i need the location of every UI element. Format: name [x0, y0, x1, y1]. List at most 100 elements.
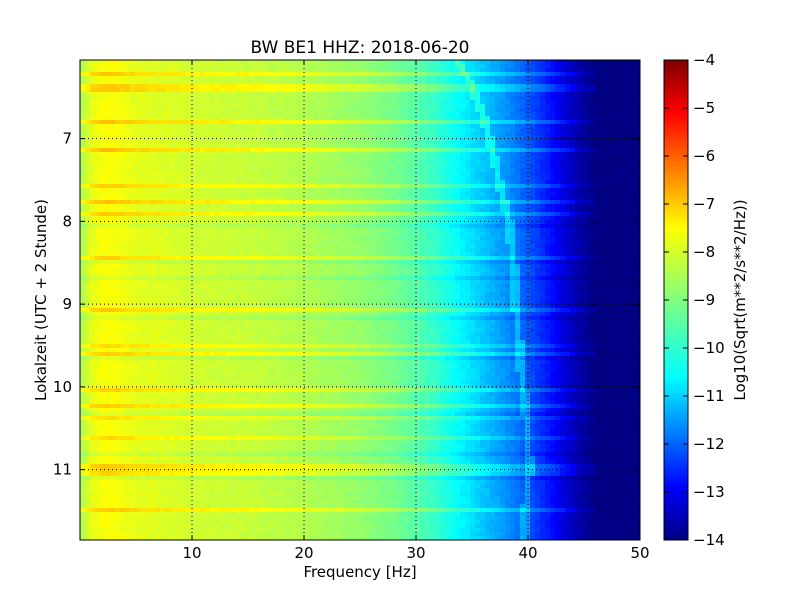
heatmap-cell [460, 156, 466, 161]
heatmap-cell [525, 72, 531, 77]
heatmap-cell [215, 164, 221, 169]
heatmap-cell [610, 116, 616, 121]
heatmap-cell [155, 84, 161, 89]
heatmap-cell [585, 200, 591, 205]
heatmap-cell [185, 236, 191, 241]
heatmap-cell [465, 116, 471, 121]
heatmap-cell [540, 192, 546, 197]
heatmap-cell [600, 96, 606, 101]
heatmap-cell [535, 176, 541, 181]
heatmap-cell [535, 224, 541, 229]
heatmap-cell [80, 192, 86, 197]
heatmap-cell [260, 104, 266, 109]
heatmap-cell [200, 148, 206, 153]
heatmap-cell [165, 128, 171, 133]
heatmap-cell [215, 224, 221, 229]
heatmap-cell [140, 108, 146, 113]
heatmap-cell [90, 216, 96, 221]
heatmap-cell [125, 92, 131, 97]
heatmap-cell [590, 104, 596, 109]
heatmap-cell [240, 192, 246, 197]
heatmap-cell [355, 220, 361, 225]
heatmap-cell [295, 200, 301, 205]
heatmap-cell [355, 112, 361, 117]
heatmap-cell [220, 232, 226, 237]
heatmap-cell [80, 88, 86, 93]
heatmap-cell [390, 108, 396, 113]
heatmap-cell [445, 136, 451, 141]
heatmap-cell [315, 196, 321, 201]
heatmap-cell [390, 176, 396, 181]
heatmap-cell [235, 172, 241, 177]
heatmap-cell [315, 188, 321, 193]
heatmap-cell [625, 72, 631, 77]
heatmap-cell [340, 144, 346, 149]
heatmap-cell [140, 148, 146, 153]
heatmap-cell [615, 188, 621, 193]
heatmap-cell [260, 116, 266, 121]
heatmap-cell [630, 216, 636, 221]
heatmap-cell [560, 132, 566, 137]
heatmap-cell [240, 180, 246, 185]
heatmap-cell [305, 176, 311, 181]
heatmap-cell [95, 88, 101, 93]
heatmap-cell [625, 160, 631, 165]
heatmap-cell [95, 220, 101, 225]
heatmap-cell [180, 192, 186, 197]
heatmap-cell [335, 228, 341, 233]
heatmap-cell [430, 184, 436, 189]
heatmap-cell [365, 116, 371, 121]
heatmap-cell [255, 208, 261, 213]
heatmap-cell [285, 72, 291, 77]
heatmap-cell [535, 232, 541, 237]
heatmap-cell [530, 104, 536, 109]
heatmap-cell [360, 208, 366, 213]
heatmap-cell [130, 88, 136, 93]
heatmap-cell [265, 144, 271, 149]
heatmap-cell [390, 124, 396, 129]
heatmap-cell [480, 184, 486, 189]
heatmap-cell [280, 216, 286, 221]
heatmap-cell [280, 168, 286, 173]
heatmap-cell [605, 84, 611, 89]
heatmap-cell [195, 164, 201, 169]
heatmap-cell [595, 192, 601, 197]
heatmap-cell [220, 164, 226, 169]
heatmap-cell [630, 168, 636, 173]
heatmap-cell [265, 152, 271, 157]
heatmap-cell [190, 92, 196, 97]
heatmap-cell [600, 124, 606, 129]
heatmap-cell [420, 176, 426, 181]
heatmap-cell [505, 216, 511, 221]
heatmap-cell [180, 184, 186, 189]
heatmap-cell [540, 228, 546, 233]
heatmap-cell [470, 220, 476, 225]
heatmap-cell [325, 72, 331, 77]
heatmap-cell [215, 208, 221, 213]
heatmap-cell [305, 228, 311, 233]
heatmap-cell [195, 228, 201, 233]
heatmap-cell [100, 204, 106, 209]
heatmap-cell [335, 96, 341, 101]
heatmap-cell [460, 148, 466, 153]
heatmap-cell [635, 188, 640, 193]
heatmap-cell [245, 160, 251, 165]
heatmap-cell [310, 132, 316, 137]
heatmap-cell [375, 192, 381, 197]
heatmap-cell [485, 100, 491, 105]
heatmap-cell [550, 156, 556, 161]
heatmap-cell [525, 172, 531, 177]
heatmap-cell [300, 64, 306, 69]
heatmap-cell [125, 128, 131, 133]
heatmap-cell [490, 172, 496, 177]
heatmap-cell [170, 120, 176, 125]
heatmap-cell [320, 112, 326, 117]
heatmap-cell [575, 196, 581, 201]
heatmap-cell [625, 124, 631, 129]
heatmap-cell [355, 164, 361, 169]
heatmap-cell [380, 232, 386, 237]
heatmap-cell [520, 136, 526, 141]
heatmap-cell [625, 196, 631, 201]
heatmap-cell [635, 200, 640, 205]
heatmap-cell [610, 84, 616, 89]
